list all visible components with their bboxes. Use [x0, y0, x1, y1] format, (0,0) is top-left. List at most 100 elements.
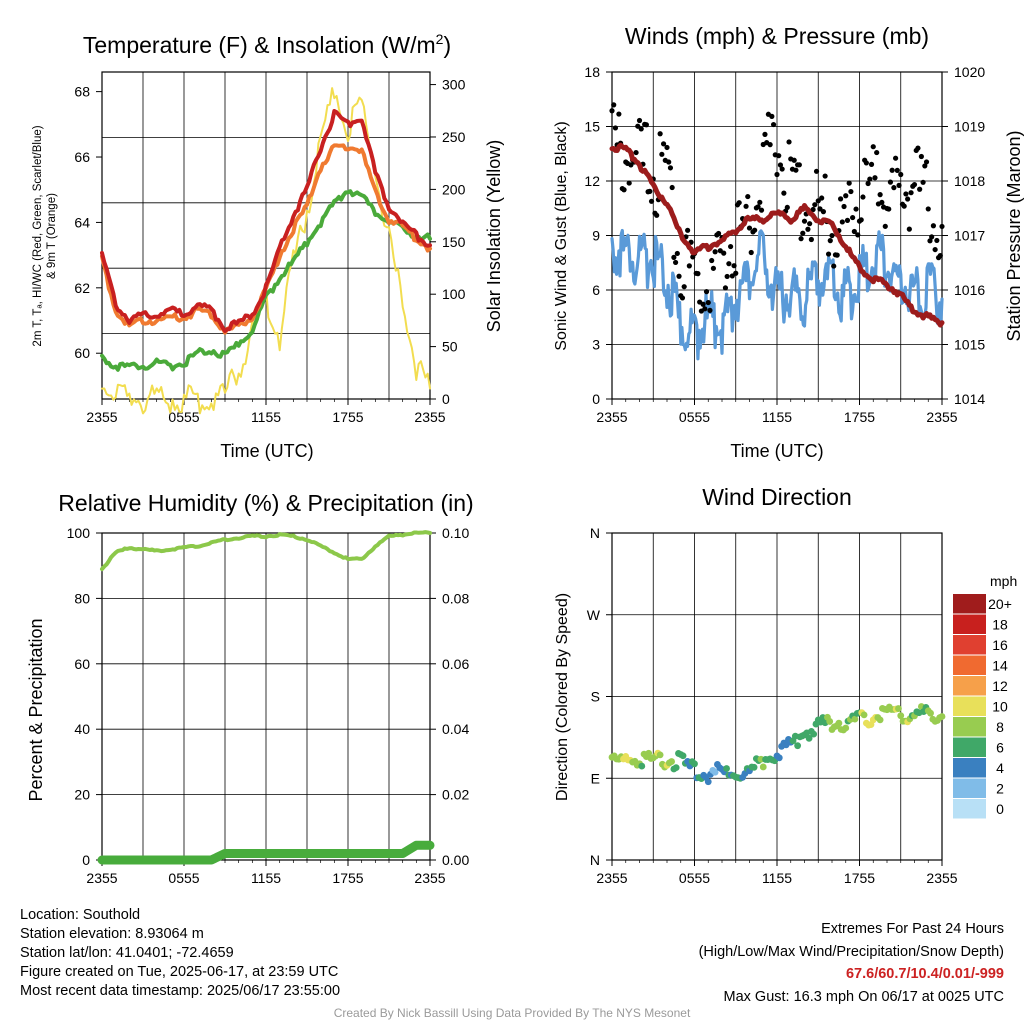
rh-y2tick-label: 0.00 — [442, 852, 469, 868]
temp-plot-frame — [101, 71, 431, 400]
wind-xlabel: Time (UTC) — [730, 441, 823, 461]
gust-point — [791, 157, 797, 163]
gust-point — [752, 227, 758, 233]
legend-label: 2 — [996, 781, 1004, 797]
dir-xtick-label: 1155 — [762, 870, 792, 886]
gust-point — [757, 199, 763, 205]
wind-xtick-label: 1755 — [844, 409, 875, 425]
direction-point — [668, 758, 675, 765]
gust-point — [844, 217, 851, 223]
temp-title-close: ) — [443, 32, 451, 58]
location-text: Location: Southold — [20, 907, 141, 923]
rh-y2tick-label: 0.06 — [442, 656, 469, 672]
direction-point — [860, 711, 868, 719]
gust-point — [770, 121, 777, 128]
gust-point — [748, 249, 754, 256]
gust-point — [879, 199, 885, 206]
wind-y2tick-label: 1018 — [954, 173, 985, 189]
wind-ylabel-left: Sonic Wind & Gust (Blue, Black) — [553, 121, 570, 350]
gust-point — [621, 187, 627, 193]
gust-point — [710, 265, 717, 271]
gust-point — [930, 223, 937, 229]
legend-label: 0 — [996, 801, 1004, 817]
legend-label: 6 — [996, 740, 1004, 756]
legend-label: 4 — [996, 760, 1004, 776]
direction-point — [805, 734, 813, 742]
wind-xtick-label: 2355 — [926, 409, 957, 425]
temp-y2tick-label: 250 — [442, 129, 466, 145]
wind-y2tick-label: 1014 — [954, 391, 985, 407]
gust-point — [887, 179, 894, 185]
gust-point — [865, 180, 871, 187]
gust-point — [905, 196, 911, 202]
gust-point — [643, 122, 649, 128]
direction-point — [638, 762, 646, 770]
rh-series-precipitation — [97, 840, 435, 865]
extremes-values: 67.6/60.7/10.4/0.01/-999 — [845, 966, 1004, 982]
direction-point — [826, 718, 834, 725]
gust-point — [915, 145, 921, 151]
gust-point — [679, 295, 686, 301]
temp-ytick-label: 68 — [74, 84, 90, 100]
direction-point — [691, 760, 698, 768]
gust-point — [917, 186, 923, 192]
gust-point — [762, 131, 768, 137]
rh-ylabel-left: Percent & Precipitation — [26, 618, 46, 801]
max-gust-text: Max Gust: 16.3 mph On 06/17 at 0025 UTC — [723, 988, 1004, 1005]
wind-series-sonic-wind — [610, 228, 944, 361]
gust-point — [825, 251, 832, 257]
gust-point — [721, 250, 727, 256]
dir-ytick-label: N — [590, 852, 600, 868]
gust-point — [848, 188, 854, 195]
wind-title: Winds (mph) & Pressure (mb) — [625, 23, 929, 49]
gust-point — [813, 168, 820, 174]
temp-xtick-label: 1755 — [332, 409, 363, 425]
gust-point — [712, 249, 718, 255]
temp-xtick-label: 2355 — [86, 409, 117, 425]
gust-point — [846, 180, 852, 186]
gust-point — [898, 171, 904, 178]
wind-y2tick-label: 1019 — [954, 119, 985, 135]
gust-point — [939, 223, 945, 230]
gust-point — [774, 171, 780, 178]
temp-xtick-label: 2355 — [414, 409, 445, 425]
gust-point — [886, 206, 892, 212]
rh-xtick-label: 0555 — [168, 870, 199, 886]
gust-point — [843, 193, 849, 199]
direction-point — [679, 752, 687, 760]
direction-point — [876, 716, 884, 724]
legend-swatch — [953, 799, 986, 819]
rh-xtick-label: 2355 — [414, 870, 445, 886]
gust-point — [715, 230, 722, 237]
wind-ylabel-right: Station Pressure (Maroon) — [1004, 130, 1024, 341]
gust-point — [702, 306, 708, 312]
gust-point — [746, 225, 753, 231]
temp-xtick-label: 0555 — [168, 409, 199, 425]
rh-y2tick-label: 0.04 — [442, 721, 469, 737]
gust-point — [831, 263, 837, 269]
temp-y2tick-label: 300 — [442, 77, 466, 93]
gust-point — [636, 117, 643, 124]
gust-point — [822, 173, 828, 179]
gust-point — [839, 219, 845, 225]
wind-xtick-label: 1155 — [762, 409, 792, 425]
wind-ytick-label: 12 — [584, 173, 600, 189]
gust-point — [807, 221, 813, 227]
gust-point — [812, 202, 818, 208]
gust-point — [891, 185, 897, 191]
gust-point — [929, 234, 935, 240]
gust-point — [829, 232, 835, 239]
gust-point — [731, 263, 737, 269]
legend-swatch — [953, 635, 986, 655]
gust-point — [903, 191, 909, 197]
dir-ytick-label: W — [587, 607, 601, 623]
gust-point — [870, 144, 876, 150]
gust-point — [779, 166, 785, 172]
rh-xtick-label: 1155 — [251, 870, 281, 886]
legend-swatch — [953, 758, 986, 778]
direction-point — [842, 724, 850, 732]
gust-point — [705, 299, 711, 306]
elevation-text: Station elevation: 8.93064 m — [20, 926, 204, 942]
gust-point — [872, 175, 878, 181]
